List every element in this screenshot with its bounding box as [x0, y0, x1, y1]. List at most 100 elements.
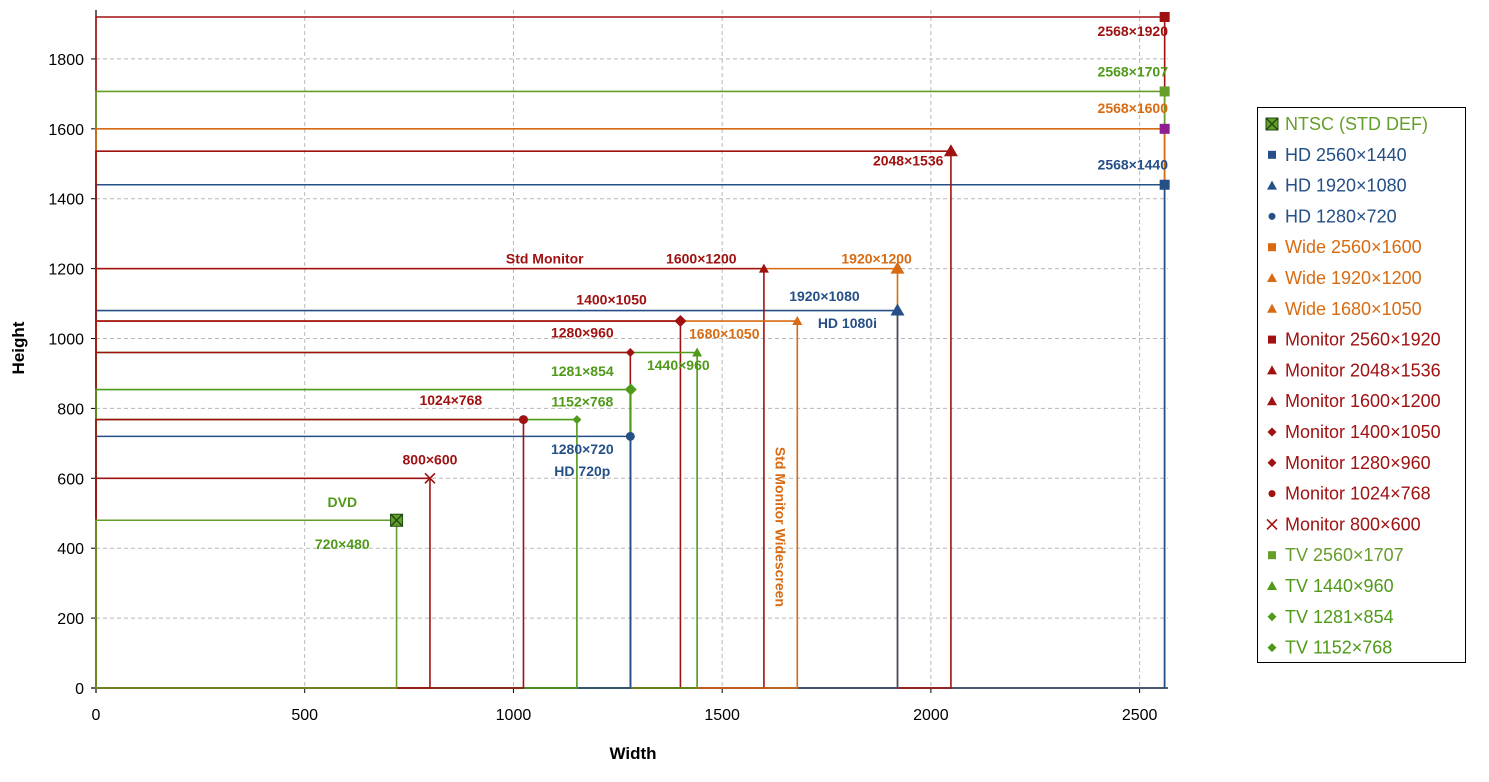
- legend-label: HD 1280×720: [1285, 206, 1397, 226]
- triangle-mark: [1267, 303, 1277, 313]
- diamond-mark: [1267, 612, 1277, 622]
- legend-marker: [1267, 643, 1277, 653]
- square-mark: [1159, 11, 1170, 22]
- triangle-mark: [943, 144, 958, 157]
- data-point: [1159, 11, 1170, 22]
- x-mark: [1265, 117, 1279, 131]
- y-tick-label: 1400: [48, 192, 84, 209]
- square-mark: [1159, 86, 1170, 97]
- legend-entry: Monitor 1280×960: [1267, 453, 1431, 473]
- legend-label: Monitor 1024×768: [1285, 484, 1431, 504]
- diamond-mark: [625, 347, 635, 357]
- data-label: 1024×768: [419, 392, 482, 408]
- legend-square-icon: [1268, 551, 1276, 560]
- legend-circle-icon: [1268, 490, 1276, 498]
- y-tick-label: 1000: [48, 332, 84, 349]
- legend-label: Wide 1920×1200: [1285, 268, 1422, 288]
- legend-entry: Monitor 1024×768: [1285, 484, 1431, 504]
- diamond-mark: [674, 315, 687, 328]
- x-tick-label: 1000: [496, 707, 532, 724]
- legend-marker: [1267, 612, 1277, 622]
- data-point: [1159, 179, 1170, 190]
- legend-entry: HD 2560×1440: [1285, 145, 1407, 165]
- series-line: [95, 477, 431, 689]
- data-label: 1440×960: [647, 357, 710, 373]
- data-label: 720×480: [315, 536, 370, 552]
- triangle-mark: [1267, 396, 1277, 406]
- data-point: [572, 415, 582, 425]
- x-mark: [424, 472, 436, 484]
- x-mark: [1266, 518, 1278, 530]
- legend-label: Monitor 1400×1050: [1285, 422, 1441, 442]
- legend-label: HD 2560×1440: [1285, 145, 1407, 165]
- legend-label: Monitor 800×600: [1285, 514, 1421, 534]
- data-label: 1152×768: [551, 393, 613, 409]
- legend-entry: Wide 1680×1050: [1267, 299, 1422, 319]
- data-label: 1280×720: [551, 441, 614, 457]
- legend-entry: Monitor 800×600: [1266, 514, 1421, 534]
- y-axis-title: Height: [9, 321, 28, 374]
- data-point: [1159, 123, 1170, 134]
- legend-marker: [1267, 303, 1277, 313]
- triangle-mark: [792, 316, 803, 326]
- data-label: HD 1080i: [818, 315, 877, 331]
- data-label: 2568×1920: [1098, 23, 1169, 39]
- legend-entry: TV 1152×768: [1267, 638, 1392, 658]
- data-point: [674, 315, 687, 328]
- y-tick-label: 1600: [48, 122, 84, 139]
- diamond-mark: [1267, 458, 1277, 468]
- legend-frame: [1257, 107, 1466, 663]
- data-point: [943, 144, 958, 157]
- legend-label: Wide 1680×1050: [1285, 299, 1422, 319]
- legend-entry: Monitor 2560×1920: [1285, 330, 1441, 350]
- diamond-mark: [572, 415, 582, 425]
- data-annotations: 2568×1920 2568×1707 2568×1600 2568×1440 2048…: [315, 23, 1168, 607]
- y-tick-label: 800: [57, 401, 84, 418]
- legend-label: Wide 2560×1600: [1285, 237, 1422, 257]
- data-label: 800×600: [403, 451, 458, 467]
- data-label: Std Monitor: [506, 251, 584, 267]
- data-label: 1680×1050: [689, 326, 760, 342]
- triangle-mark: [1267, 180, 1277, 190]
- y-tick-label: 1800: [48, 52, 84, 69]
- x-mark: [390, 513, 404, 527]
- legend-marker: [1267, 180, 1277, 190]
- data-label: 1400×1050: [576, 291, 647, 307]
- chart-legend: NTSC (STD DEF) HD 2560×1440 HD 1920×1080 HD…: [1257, 107, 1466, 663]
- triangle-mark: [890, 303, 905, 316]
- legend-label: TV 1152×768: [1285, 638, 1392, 658]
- data-label: 1280×960: [551, 324, 614, 340]
- y-tick-label: 600: [57, 471, 84, 488]
- legend-entry: HD 1920×1080: [1267, 176, 1407, 196]
- y-tick-label: 200: [57, 611, 84, 628]
- data-label: 2048×1536: [873, 153, 944, 169]
- x-tick-label: 0: [92, 707, 101, 724]
- triangle-mark: [890, 261, 905, 274]
- circle-mark: [625, 431, 635, 441]
- data-point: [625, 347, 635, 357]
- legend-marker: [1267, 273, 1277, 282]
- y-tick-label: 400: [57, 541, 84, 558]
- legend-entry: Wide 1920×1200: [1267, 268, 1422, 288]
- data-point: [792, 316, 803, 326]
- legend-label: TV 2560×1707: [1285, 545, 1404, 565]
- y-tick-label: 1200: [48, 262, 84, 279]
- data-label: 1920×1200: [841, 251, 912, 267]
- legend-label: TV 1440×960: [1285, 576, 1394, 596]
- data-label: Std Monitor Widescreen: [773, 447, 789, 607]
- diamond-mark: [624, 383, 637, 396]
- x-tick-label: 500: [291, 707, 318, 724]
- data-point: [390, 513, 404, 527]
- legend-label: Monitor 1280×960: [1285, 453, 1431, 473]
- legend-square-icon: [1268, 243, 1276, 252]
- data-label: 1600×1200: [666, 251, 737, 267]
- x-tick-label: 1500: [704, 707, 740, 724]
- data-point: [1159, 86, 1170, 97]
- data-label: 1281×854: [551, 363, 614, 379]
- data-point: [692, 347, 703, 357]
- triangle-mark: [1267, 273, 1277, 282]
- x-tick-label: 2000: [913, 707, 949, 724]
- legend-label: Monitor 1600×1200: [1285, 391, 1441, 411]
- y-tick-label: 0: [75, 681, 84, 698]
- legend-entry: TV 1440×960: [1267, 576, 1394, 596]
